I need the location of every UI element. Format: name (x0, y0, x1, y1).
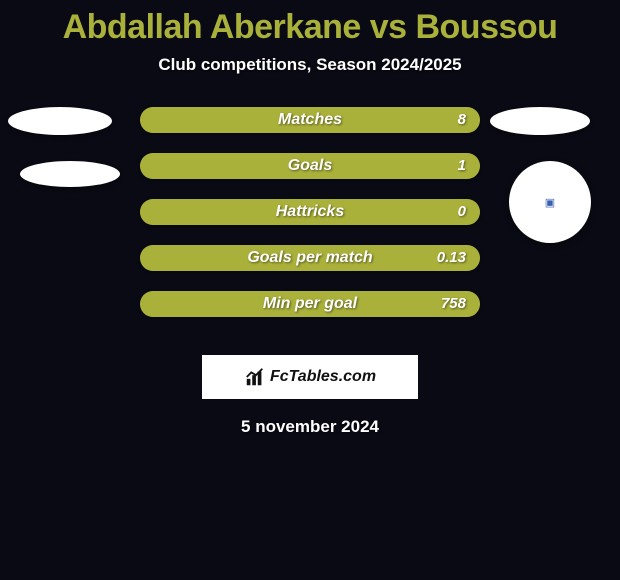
stat-bars: Matches8Goals1Hattricks0Goals per match0… (140, 107, 480, 337)
decor-ellipse-right (490, 107, 590, 135)
decor-ellipse-left-2 (20, 161, 120, 187)
stat-bar: Goals1 (140, 153, 480, 179)
stat-bar-value: 0.13 (437, 245, 466, 271)
page-title: Abdallah Aberkane vs Boussou (0, 0, 620, 47)
stat-bar-value: 1 (458, 153, 466, 179)
decor-circle-right: ▣ (509, 161, 591, 243)
stat-bar: Min per goal758 (140, 291, 480, 317)
stat-bar-value: 0 (458, 199, 466, 225)
stat-bar-value: 8 (458, 107, 466, 133)
logo-box: FcTables.com (202, 355, 418, 399)
date-label: 5 november 2024 (0, 417, 620, 437)
stat-bar-label: Goals per match (140, 245, 480, 271)
stat-bar: Matches8 (140, 107, 480, 133)
stat-bar-label: Goals (140, 153, 480, 179)
subtitle: Club competitions, Season 2024/2025 (0, 55, 620, 75)
decor-ellipse-left-1 (8, 107, 112, 135)
stat-bar-value: 758 (441, 291, 466, 317)
stats-area: ▣ Matches8 Goals1 Hattricks0 Goals per matc… (0, 107, 620, 337)
chart-icon (244, 366, 266, 388)
stat-bar-label: Matches (140, 107, 480, 133)
stat-bar-label: Hattricks (140, 199, 480, 225)
logo-text: FcTables.com (270, 368, 376, 386)
stat-bar-label: Min per goal (140, 291, 480, 317)
shield-icon: ▣ (541, 193, 559, 211)
stat-bar: Hattricks0 (140, 199, 480, 225)
stat-bar: Goals per match0.13 (140, 245, 480, 271)
